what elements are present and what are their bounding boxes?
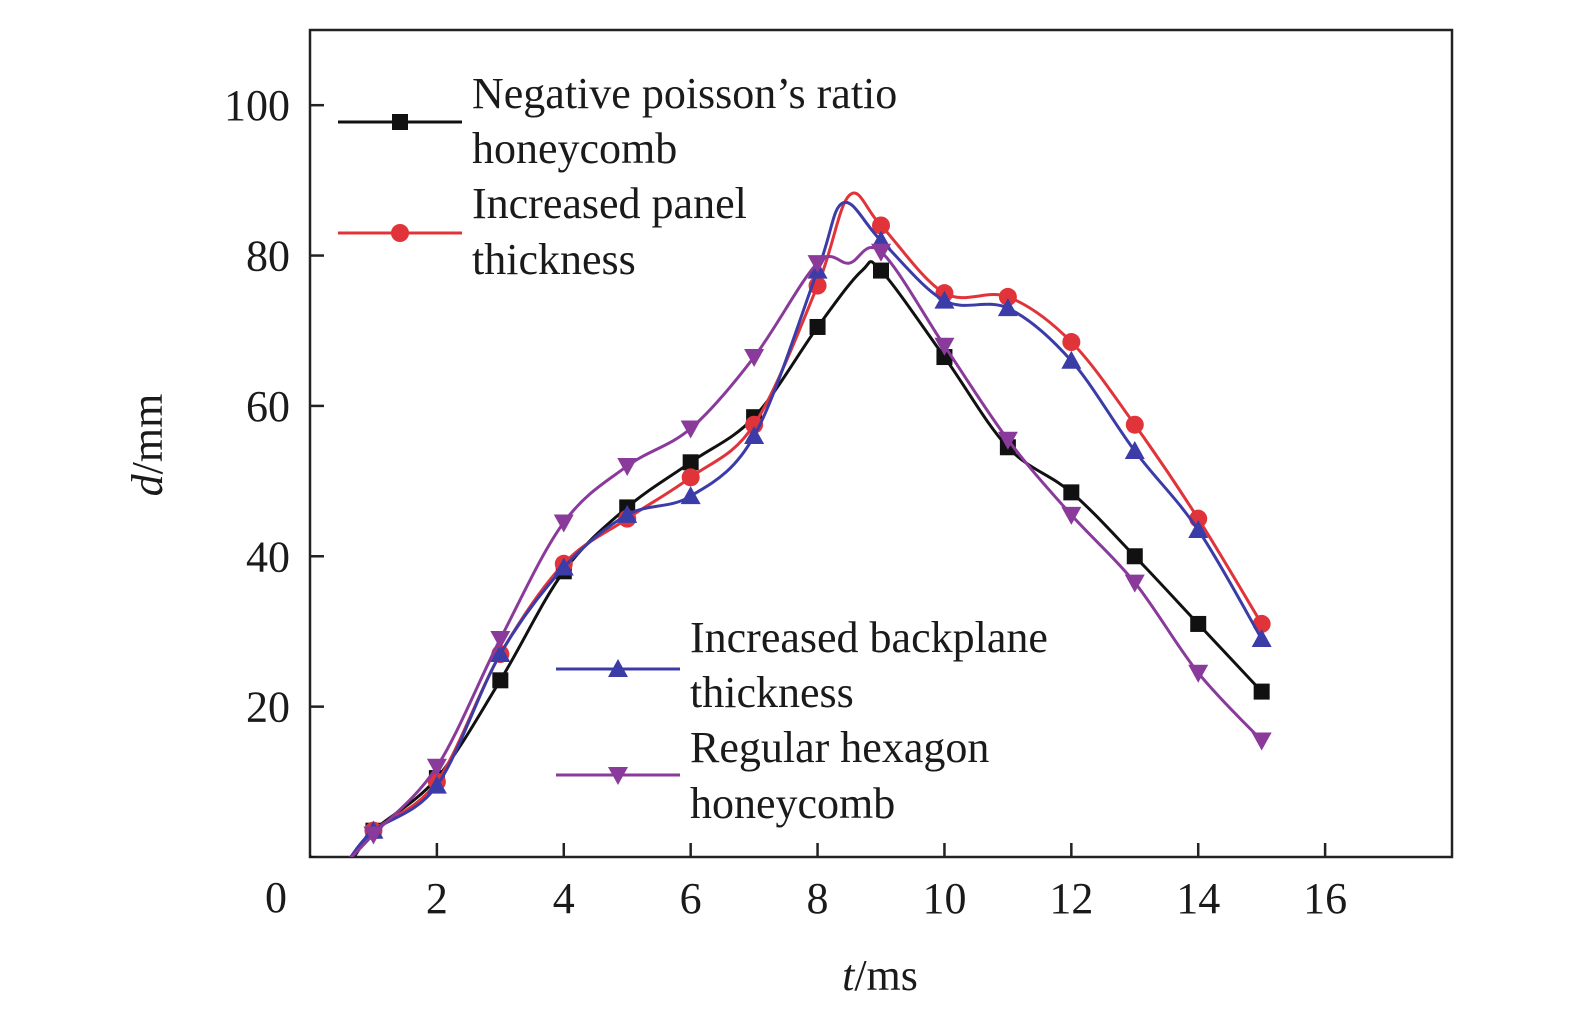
data-point-marker [934,290,955,309]
legend-swatch-marker [391,224,409,242]
y-axis-label: d/mm [123,394,172,497]
legend-label: Increased backplane thickness [690,613,1048,717]
series-line [349,200,1263,857]
x-axis-label-var: t [842,951,856,1000]
y-tick-label: 80 [246,232,290,281]
data-point-marker [1253,683,1270,700]
data-point-marker [1251,628,1272,647]
legend-label-line: thickness [472,235,636,284]
data-point-marker [1251,732,1272,751]
data-point-marker [1124,441,1145,460]
legend-swatch-marker [608,767,628,785]
legend-label-line: Increased panel [472,179,747,228]
legend: Negative poisson’s ratio honeycomb Increas… [338,69,1048,828]
data-point-marker [490,630,511,649]
y-tick-label: 100 [224,81,290,130]
series-layer [310,191,1272,857]
data-point-marker [1126,548,1143,565]
x-tick-label: 8 [807,874,829,923]
legend-entry: Regular hexagon honeycomb [556,723,989,828]
y-axis-label-unit: /mm [123,394,172,475]
origin-tick-label: 0 [265,873,287,922]
x-axis: 2 4 6 8 10 12 14 16 [426,843,1347,923]
data-point-marker [1125,415,1144,434]
data-point-marker [1063,484,1080,501]
legend-label: Regular hexagon honeycomb [690,723,989,828]
data-point-marker [997,431,1018,450]
series-4 [349,243,1272,857]
y-tick-label: 20 [246,683,290,732]
data-point-marker [553,514,574,533]
legend-entry: Negative poisson’s ratio honeycomb [338,69,897,173]
x-tick-label: 10 [922,874,966,923]
legend-label: Increased panel thickness [472,179,747,284]
x-axis-label-unit: /ms [854,951,918,1000]
data-point-marker [490,644,511,663]
data-point-marker [872,216,890,235]
data-point-marker [1188,664,1209,683]
data-point-marker [617,504,638,523]
x-tick-label: 6 [680,874,702,923]
data-point-marker [809,318,826,335]
x-axis-label: t/ms [842,951,918,1000]
data-point-marker [1124,574,1145,593]
legend-label-line: honeycomb [690,779,895,828]
legend-swatch-marker [608,659,628,677]
series-line [310,260,1263,857]
data-point-marker [1062,333,1081,352]
data-point-marker [492,672,509,689]
y-axis-label-var: d [123,473,172,496]
series-3 [349,200,1272,857]
data-point-marker [998,287,1017,306]
data-point-marker [871,243,891,262]
data-point-marker [426,775,447,794]
data-point-marker [744,349,765,368]
x-tick-label: 16 [1303,874,1347,923]
y-tick-label: 40 [246,532,290,581]
data-point-marker [681,468,700,487]
data-point-marker [1188,519,1209,538]
legend-label-line: thickness [690,668,854,717]
data-point-marker [1190,615,1207,632]
data-point-marker [873,262,889,279]
y-axis: 20 40 60 80 100 [224,81,324,732]
legend-entry: Increased backplane thickness [556,613,1048,717]
legend-swatch-marker [392,114,408,130]
x-tick-label: 4 [553,874,575,923]
legend-label-line: Increased backplane [690,613,1048,662]
x-tick-label: 2 [426,874,448,923]
legend-label: Negative poisson’s ratio honeycomb [472,69,897,173]
x-tick-label: 12 [1049,874,1093,923]
y-tick-label: 60 [246,382,290,431]
data-point-marker [1061,506,1082,525]
data-point-marker [744,425,765,444]
legend-label-line: Negative poisson’s ratio [472,69,897,118]
legend-label-line: Regular hexagon [690,723,989,772]
data-point-marker [680,486,701,505]
data-point-marker [807,255,828,274]
data-point-marker [426,758,447,777]
plot-frame [308,28,1454,859]
legend-label-line: honeycomb [472,124,677,173]
data-point-marker [363,826,384,845]
data-point-marker [1061,350,1082,369]
x-tick-label: 14 [1176,874,1220,923]
data-point-marker [680,420,701,439]
data-point-marker [617,458,638,477]
data-point-marker [682,454,699,471]
data-point-marker [934,337,955,356]
legend-entry: Increased panel thickness [338,179,747,284]
data-point-marker [553,557,574,576]
data-point-marker [997,298,1018,317]
